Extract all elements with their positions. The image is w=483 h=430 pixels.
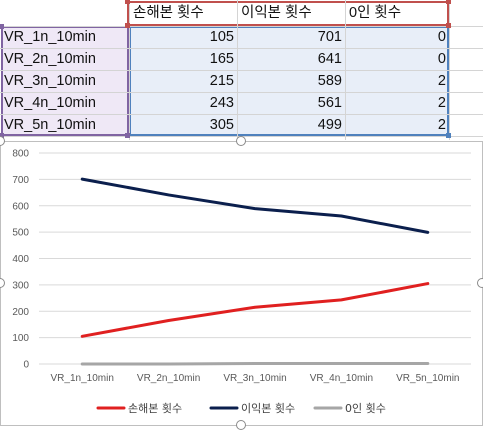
row-labels-highlight (1, 26, 129, 136)
y-tick-label: 300 (12, 280, 29, 291)
resize-handle[interactable] (477, 278, 483, 288)
legend-label: 이익본 횟수 (241, 402, 295, 415)
y-tick-label: 500 (12, 228, 29, 239)
loss-value-cell[interactable]: 243 (209, 95, 234, 111)
zero-value-cell[interactable]: 0 (437, 51, 446, 67)
selection-handle[interactable] (446, 23, 451, 28)
y-tick-label: 100 (12, 333, 29, 344)
row-gridline (0, 114, 483, 115)
y-tick-label: 600 (12, 201, 29, 212)
y-tick-label: 200 (12, 307, 29, 318)
resize-handle[interactable] (236, 136, 246, 146)
row-label-cell[interactable]: VR_1n_10min (4, 29, 96, 45)
selection-handle[interactable] (446, 133, 451, 138)
headers-highlight (127, 1, 449, 26)
x-tick-label: VR_4n_10min (310, 373, 373, 384)
row-label-cell[interactable]: VR_5n_10min (4, 117, 96, 133)
profit-value-cell[interactable]: 641 (317, 51, 342, 67)
zero-value-cell[interactable]: 2 (437, 95, 446, 111)
values-highlight (129, 26, 449, 136)
chart-plot: 0 100 200 300 400 500 600 700 800 VR_1n_10min VR_2… (12, 149, 471, 415)
series-line (80, 361, 430, 366)
y-tick-label: 800 (12, 149, 29, 160)
selection-handle[interactable] (125, 0, 130, 4)
profit-value-cell[interactable]: 561 (317, 95, 342, 111)
zero-value-cell[interactable]: 0 (437, 29, 446, 45)
zero-value-cell[interactable]: 2 (437, 117, 446, 133)
loss-value-cell[interactable]: 305 (209, 117, 234, 133)
y-tick-label: 0 (23, 360, 29, 371)
row-gridline (0, 92, 483, 93)
loss-value-cell[interactable]: 165 (209, 51, 234, 67)
selection-handle[interactable] (125, 133, 130, 138)
row-gridline (0, 48, 483, 49)
legend-label: 손해본 횟수 (128, 401, 182, 415)
selection-handle[interactable] (446, 0, 451, 4)
profit-value-cell[interactable]: 589 (317, 73, 342, 89)
x-tick-label: VR_1n_10min (51, 373, 114, 384)
spreadsheet-range[interactable]: 손해본 횟수 이익본 횟수 0인 횟수 VR_1n_10min 105 701 … (0, 0, 483, 140)
header-cell-profit[interactable]: 이익본 횟수 (241, 5, 312, 21)
selection-handle[interactable] (0, 133, 4, 138)
y-tick-label: 700 (12, 175, 29, 186)
y-tick-label: 400 (12, 254, 29, 265)
x-tick-label: VR_5n_10min (396, 373, 459, 384)
row-gridline (0, 70, 483, 71)
x-tick-label: VR_2n_10min (137, 373, 200, 384)
row-label-cell[interactable]: VR_3n_10min (4, 73, 96, 89)
row-label-cell[interactable]: VR_2n_10min (4, 51, 96, 67)
line-chart[interactable]: 0 100 200 300 400 500 600 700 800 VR_1n_10min VR_2… (0, 141, 483, 426)
loss-value-cell[interactable]: 105 (209, 29, 234, 45)
header-cell-zero[interactable]: 0인 횟수 (349, 5, 402, 21)
loss-value-cell[interactable]: 215 (209, 73, 234, 89)
x-tick-label: VR_3n_10min (223, 373, 286, 384)
series-line (80, 177, 430, 234)
resize-handle[interactable] (236, 420, 246, 430)
zero-value-cell[interactable]: 2 (437, 73, 446, 89)
row-label-cell[interactable]: VR_4n_10min (4, 95, 96, 111)
series-line (80, 282, 430, 338)
row-gridline (0, 26, 483, 27)
header-cell-loss[interactable]: 손해본 횟수 (133, 5, 204, 21)
profit-value-cell[interactable]: 701 (317, 29, 342, 45)
legend-label: 0인 횟수 (345, 402, 386, 415)
profit-value-cell[interactable]: 499 (317, 117, 342, 133)
selection-handle[interactable] (125, 23, 130, 28)
selection-handle[interactable] (0, 24, 4, 29)
